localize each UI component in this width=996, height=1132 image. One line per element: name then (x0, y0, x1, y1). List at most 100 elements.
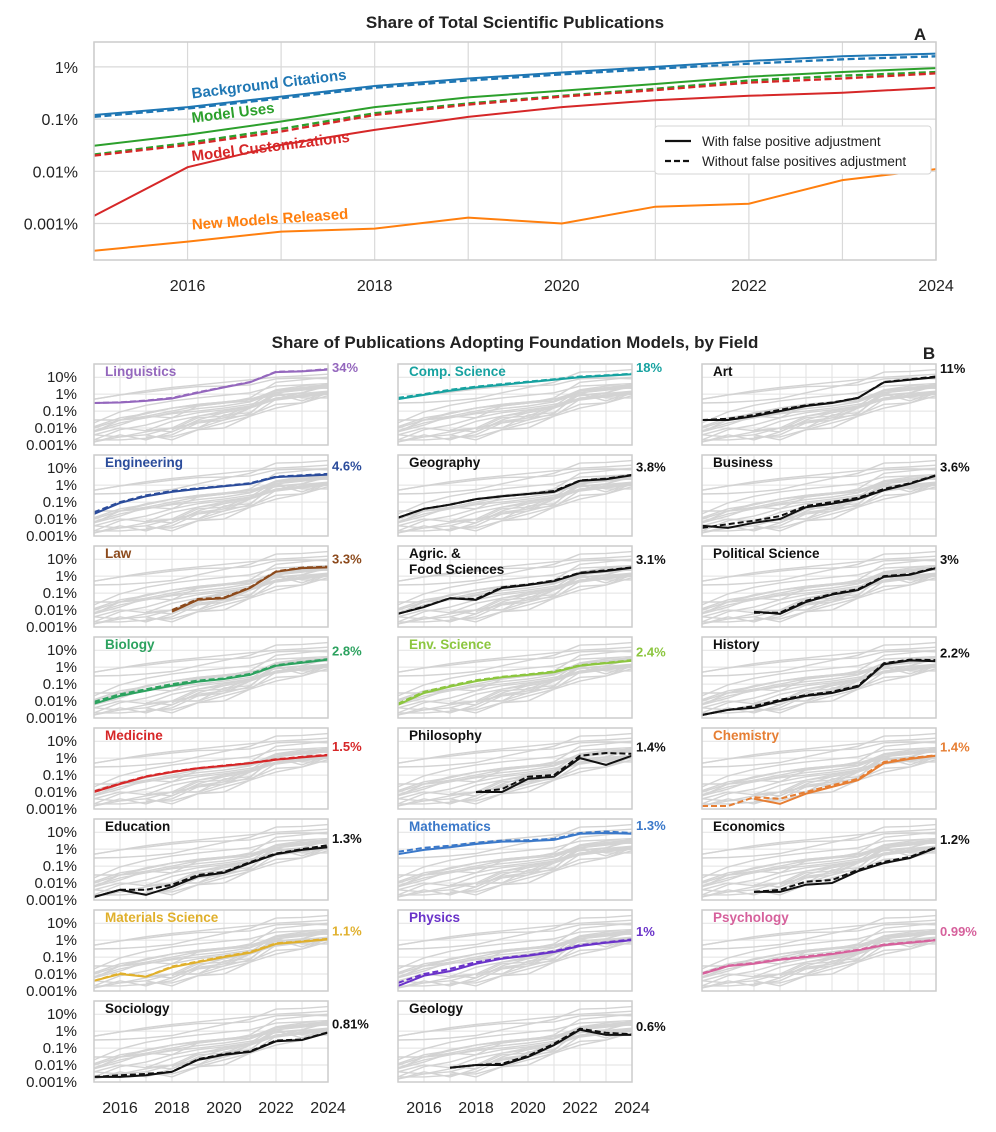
field-final-value-materials-science: 1.1% (332, 923, 362, 938)
background-line-mathematics (701, 559, 937, 582)
panel-b-y-tick-label: 1% (55, 841, 77, 858)
field-frame (93, 636, 329, 719)
field-name-materials-science: Materials Science (105, 910, 219, 925)
background-line-sociology (94, 941, 329, 987)
field-final-value-psychology: 0.99% (940, 924, 977, 939)
panel-a-legend: With false positive adjustment Without fa… (654, 125, 932, 175)
background-line-materials-science (93, 665, 329, 709)
background-line-comp-science (701, 373, 937, 400)
legend-box (654, 125, 932, 175)
panel-b-y-tick-label: 10% (47, 824, 77, 841)
panel-a-series (93, 52, 937, 252)
panel-b-y-tick-label: 0.1% (43, 494, 77, 511)
background-line-engineering (701, 746, 937, 788)
field-final-value-linguistics: 34% (332, 360, 358, 375)
background-line-medicine (701, 936, 937, 975)
panel-b-y-tick-label: 0.001% (26, 983, 77, 1000)
background-line-linguistics (701, 641, 937, 677)
field-final-value-geography: 3.8% (636, 459, 666, 474)
panel-b-y-tick-label: 10% (47, 460, 77, 477)
field-art-adjusted-line (702, 376, 937, 421)
field-final-value-political-science: 3% (940, 552, 959, 567)
field-panel-agric-food-sciences: Agric. &Food Sciences 3.1% (397, 545, 666, 628)
field-frame (397, 818, 633, 901)
panel-b-small-multiples: Share of Publications Adopting Foundatio… (26, 333, 977, 1117)
background-line-psychology (397, 848, 633, 884)
background-line-engineering (701, 564, 937, 606)
background-line-linguistics (93, 914, 329, 950)
background-line-comp-science (397, 555, 633, 582)
background-line-materials-science (93, 756, 329, 800)
panel-b-x-tick-label: 2016 (406, 1100, 442, 1117)
field-frame (701, 727, 937, 810)
panel-a-line-chart: Share of Total Scientific Publications A… (24, 13, 954, 295)
field-name-law: Law (105, 546, 132, 561)
field-panel-engineering: Engineering 4.6% (93, 454, 362, 537)
field-frame (701, 818, 937, 901)
background-line-linguistics (93, 459, 329, 495)
field-philosophy-unadjusted-line (475, 751, 633, 793)
background-line-materials-science (93, 1029, 329, 1073)
background-line-sociology (702, 759, 937, 805)
background-line-mathematics (93, 559, 329, 582)
background-line-psychology (701, 848, 937, 884)
field-frame (397, 636, 633, 719)
field-frame (93, 818, 329, 901)
field-name-education: Education (105, 819, 170, 834)
panel-a-y-ticks: 1% 0.1% 0.01% 0.001% (24, 60, 78, 234)
field-frame (93, 454, 329, 537)
background-line-geology (753, 847, 936, 887)
panel-b-title: Share of Publications Adopting Foundatio… (272, 333, 759, 352)
background-line-sociology (702, 941, 937, 987)
background-line-geology (449, 847, 632, 887)
legend-dashed-label: Without false positives adjustment (702, 154, 906, 169)
background-line-geology (753, 483, 936, 523)
field-name-political-science: Political Science (713, 546, 820, 561)
background-line-sociology (94, 395, 329, 441)
panel-b-y-tick-label: 1% (55, 477, 77, 494)
panel-b-y-tick-label: 0.1% (43, 1040, 77, 1057)
panel-a-x-ticks: 2016 2018 2020 2022 2024 (170, 278, 954, 295)
background-line-geology (449, 665, 632, 705)
field-panel-education: Education 1.3% (93, 818, 362, 901)
background-line-geology (145, 483, 328, 523)
background-line-sociology (702, 577, 937, 623)
panel-b-y-tick-label: 0.001% (26, 710, 77, 727)
background-line-comp-science (701, 919, 937, 946)
panel-a-title: Share of Total Scientific Publications (366, 13, 664, 32)
field-agric-food-sciences-adjusted-line (397, 566, 633, 615)
background-line-engineering (397, 1019, 633, 1061)
panel-b-x-tick-label: 2024 (310, 1100, 346, 1117)
background-line-sociology (398, 577, 633, 623)
field-frame (701, 363, 937, 446)
panel-b-y-tick-label: 0.1% (43, 585, 77, 602)
background-line-comp-science (397, 646, 633, 673)
background-line-linguistics (701, 914, 937, 950)
background-line-medicine (397, 936, 633, 975)
field-frame (397, 727, 633, 810)
panel-b-x-tick-label: 2018 (458, 1100, 494, 1117)
background-line-engineering (397, 655, 633, 697)
panel-b-x-tick-label: 2022 (258, 1100, 294, 1117)
panel-b-y-tick-label: 0.1% (43, 858, 77, 875)
background-line-comp-science (397, 737, 633, 764)
background-line-mathematics (93, 377, 329, 400)
background-line-engineering (93, 382, 329, 424)
panel-a-x-tick-label: 2016 (170, 278, 206, 295)
field-frame (701, 454, 937, 537)
field-economics-adjusted-line (754, 846, 937, 893)
background-line-linguistics (397, 641, 633, 677)
panel-b-x-tick-label: 2020 (510, 1100, 546, 1117)
background-line-engineering (93, 837, 329, 879)
panel-b-x-tick-label: 2016 (102, 1100, 138, 1117)
panel-b-y-tick-label: 10% (47, 915, 77, 932)
field-final-value-chemistry: 1.4% (940, 740, 970, 755)
field-materials-science-adjusted-line (93, 938, 329, 982)
background-line-sociology (94, 486, 329, 532)
field-panel-geography: Geography 3.8% (397, 454, 666, 537)
panel-b-y-tick-label: 0.1% (43, 403, 77, 420)
panel-b-y-tick-label: 1% (55, 568, 77, 585)
panel-a-letter: A (914, 25, 926, 44)
background-line-engineering (93, 1019, 329, 1061)
